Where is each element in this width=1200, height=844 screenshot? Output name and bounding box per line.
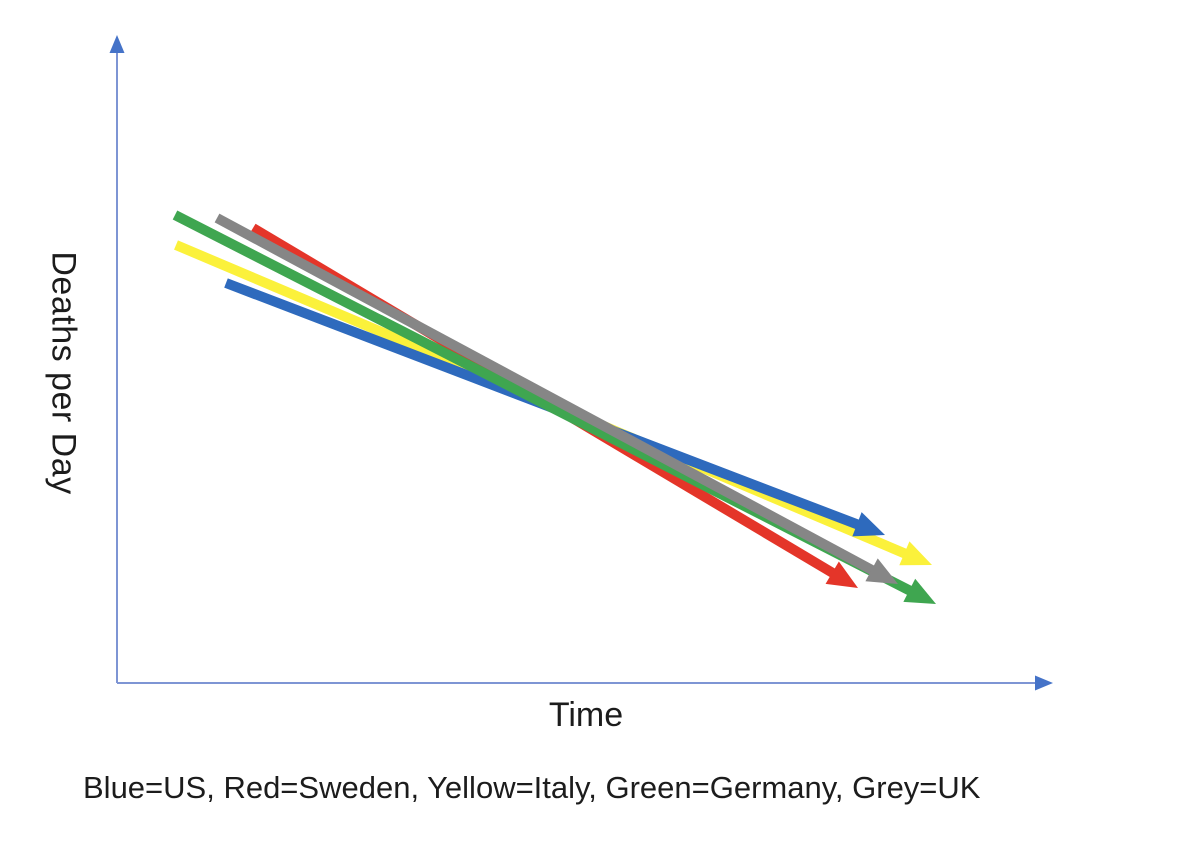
trend-arrow-uk <box>214 213 898 584</box>
legend-caption: Blue=US, Red=Sweden, Yellow=Italy, Green… <box>83 770 981 805</box>
axes <box>109 35 1053 691</box>
x-axis-label: Time <box>548 696 624 734</box>
y-axis-label: Deaths per Day <box>44 251 83 495</box>
